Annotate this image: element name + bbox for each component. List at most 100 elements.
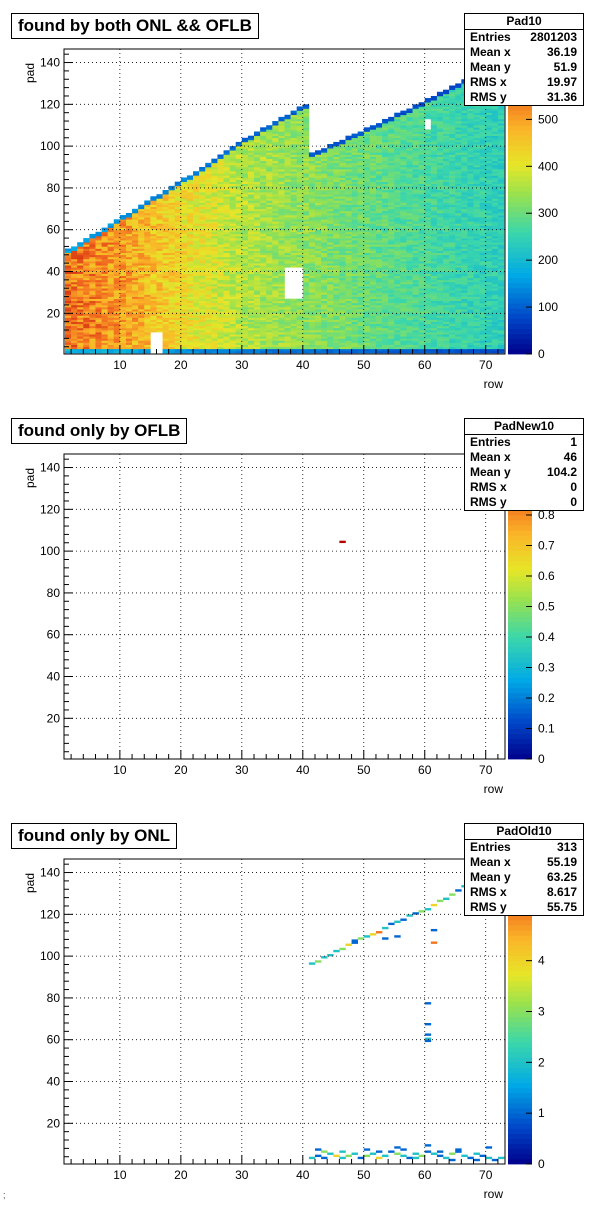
heatmap-cell	[119, 240, 127, 243]
heatmap-cell	[314, 198, 322, 201]
heatmap-cell	[211, 269, 218, 272]
heatmap-cell	[193, 210, 200, 214]
heatmap-cell	[138, 246, 145, 249]
heatmap-cell	[168, 215, 176, 218]
heatmap-cell	[193, 233, 200, 237]
heatmap-cell	[314, 334, 322, 337]
heatmap-cell	[400, 350, 407, 354]
heatmap-cell	[266, 284, 273, 287]
heatmap-cell	[266, 336, 273, 339]
heatmap-cell	[211, 183, 218, 187]
heatmap-cell	[327, 148, 334, 151]
heatmap-cell	[278, 340, 285, 343]
heatmap-cell	[144, 223, 151, 226]
heatmap-cell	[308, 233, 316, 237]
heatmap-cell	[278, 125, 285, 128]
heatmap-cell	[339, 171, 346, 174]
heatmap-cell	[125, 286, 133, 289]
heatmap-cell	[217, 233, 224, 237]
heatmap-cell	[400, 246, 407, 249]
heatmap-cell	[302, 114, 310, 118]
heatmap-cell	[327, 200, 334, 203]
heatmap-cell	[363, 277, 371, 281]
heatmap-cell	[107, 281, 115, 285]
heatmap-cell	[278, 212, 285, 216]
heatmap-cell	[260, 135, 267, 139]
heatmap-cell	[254, 146, 261, 149]
heatmap-cell	[266, 215, 273, 218]
heatmap-cell	[375, 304, 383, 308]
heatmap-cell	[284, 240, 291, 243]
heatmap-cell	[369, 319, 377, 322]
heatmap-cell	[241, 196, 249, 199]
heatmap-cell	[290, 302, 297, 306]
heatmap-cell	[388, 304, 395, 308]
heatmap-cell	[314, 233, 322, 237]
heatmap-cell	[162, 321, 169, 325]
heatmap-cell	[247, 334, 255, 337]
heatmap-cell	[247, 227, 255, 231]
heatmap-cell	[211, 296, 218, 299]
heatmap-cell	[254, 265, 261, 268]
heatmap-cell	[211, 160, 218, 164]
heatmap-cell	[333, 309, 340, 312]
heatmap-cell	[71, 288, 78, 291]
heatmap-cell	[290, 330, 297, 333]
heatmap-cell	[302, 160, 310, 164]
heatmap-cell	[132, 279, 139, 283]
heatmap-cell	[278, 223, 285, 226]
heatmap-cell	[205, 175, 212, 178]
heatmap-cell	[394, 171, 401, 174]
heatmap-cell	[119, 242, 127, 245]
heatmap-cell	[77, 271, 84, 274]
heatmap-cell	[382, 212, 389, 216]
heatmap-cell	[314, 235, 322, 239]
heatmap-cell	[266, 298, 273, 302]
heatmap-cell	[229, 254, 237, 258]
heatmap-cell	[272, 267, 279, 270]
heatmap-cell	[229, 185, 237, 189]
heatmap-cell	[65, 269, 72, 272]
heatmap-cell	[327, 261, 334, 264]
heatmap-cell	[321, 164, 328, 168]
heatmap-cell	[77, 246, 84, 249]
heatmap-cell	[254, 336, 261, 339]
heatmap-cell	[119, 325, 127, 329]
heatmap-cell	[333, 219, 340, 222]
heatmap-cell	[174, 336, 182, 339]
heatmap-cell	[65, 292, 72, 295]
heatmap-cell	[247, 350, 255, 354]
heatmap-cell	[254, 231, 261, 235]
heatmap-cell	[345, 217, 352, 220]
heatmap-cell	[345, 144, 352, 147]
heatmap-cell	[345, 219, 352, 222]
heatmap-cell	[235, 263, 243, 266]
heatmap-cell	[382, 146, 389, 149]
heatmap-cell	[119, 330, 127, 333]
heatmap-cell	[351, 150, 358, 153]
heatmap-cell	[266, 156, 273, 159]
heatmap-cell	[168, 309, 176, 312]
heatmap-cell	[363, 144, 371, 147]
heatmap-cell	[290, 233, 297, 237]
heatmap-cell	[327, 167, 334, 170]
heatmap-cell	[260, 315, 267, 318]
heatmap-cell	[113, 330, 121, 333]
heatmap-cell	[260, 175, 267, 178]
heatmap-cell	[199, 246, 206, 249]
heatmap-cell	[229, 183, 237, 187]
heatmap-cell	[77, 319, 84, 322]
heatmap-cell	[351, 342, 358, 345]
heatmap-cell	[168, 187, 176, 191]
heatmap-cell	[186, 277, 194, 281]
heatmap-cell	[217, 267, 224, 270]
heatmap-cell	[375, 194, 383, 197]
heatmap-cell	[113, 248, 121, 251]
heatmap-cell	[254, 290, 261, 293]
heatmap-cell	[247, 348, 255, 352]
heatmap-cell	[278, 307, 285, 310]
heatmap-cell	[290, 123, 297, 126]
heatmap-cell	[290, 173, 297, 176]
heatmap-cell	[272, 240, 279, 243]
heatmap-cell	[254, 348, 261, 352]
